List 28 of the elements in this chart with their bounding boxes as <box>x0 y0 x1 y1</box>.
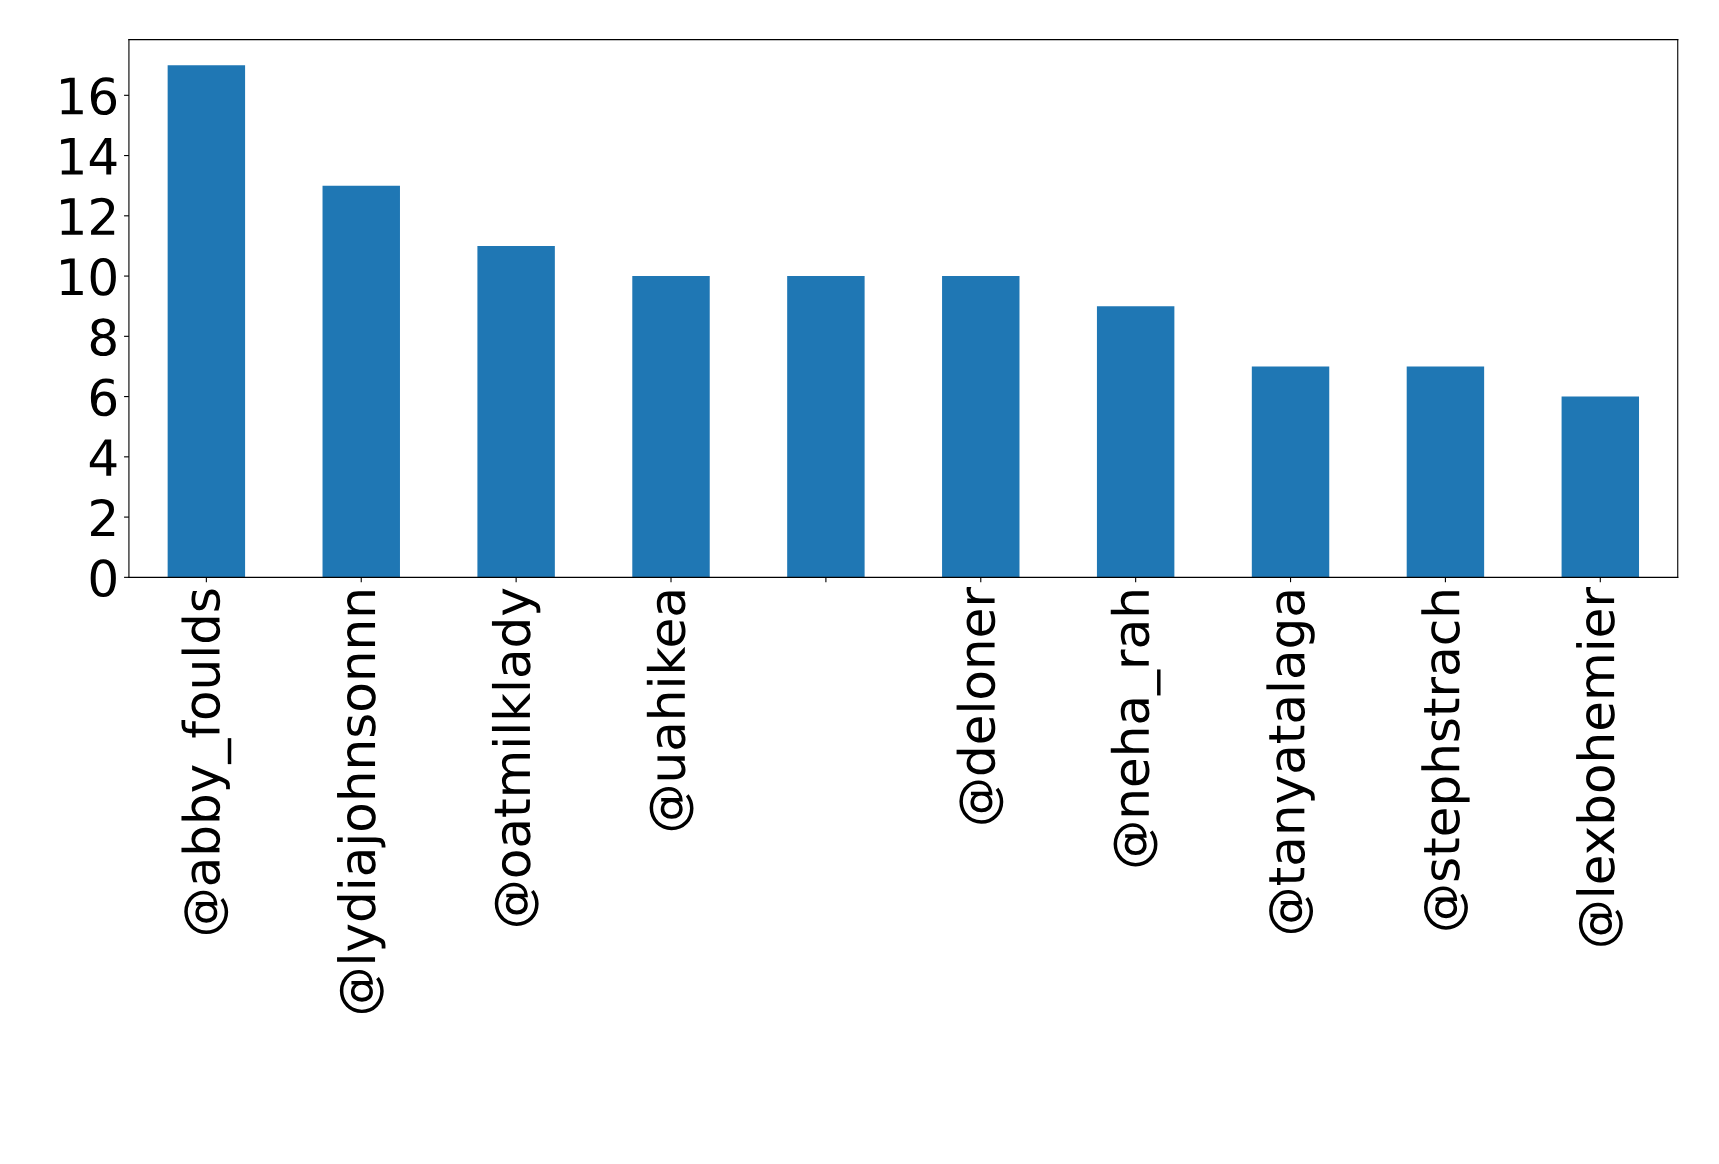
y-tick-label: 14 <box>61 138 117 175</box>
x-tick-label: @stephstrach <box>1421 591 1470 930</box>
bar <box>632 276 710 578</box>
bar <box>1406 366 1485 578</box>
y-tick-label: 16 <box>61 77 117 116</box>
bar <box>477 245 555 578</box>
x-tick-label: @lexbohemier <box>1576 587 1623 946</box>
x-tick-label: @oatmilklady <box>491 588 541 926</box>
bar <box>787 276 865 578</box>
x-tick-label: @neha_rah <box>1110 591 1161 867</box>
bar <box>1096 306 1175 578</box>
x-tick-label: @tanyatalaga <box>1266 591 1315 934</box>
y-tick-label: 6 <box>90 378 117 417</box>
y-tick-label: 10 <box>61 257 116 296</box>
bar <box>1561 396 1640 578</box>
bar <box>1251 366 1330 578</box>
bar <box>322 185 400 578</box>
x-tick-label: @lydiajohnsonnn <box>337 591 386 1014</box>
y-tick-label: 8 <box>90 318 116 357</box>
y-tick-label: 0 <box>90 559 116 598</box>
x-tick-label: @deloner <box>956 587 1004 824</box>
bar <box>942 276 1020 578</box>
y-tick-label: 2 <box>91 498 115 537</box>
x-tick-label: @uahikea <box>646 591 694 831</box>
y-tick-label: 12 <box>61 197 115 235</box>
bar <box>167 65 246 578</box>
x-tick-label: @abby_foulds <box>181 589 232 935</box>
y-tick-label: 4 <box>89 439 117 476</box>
